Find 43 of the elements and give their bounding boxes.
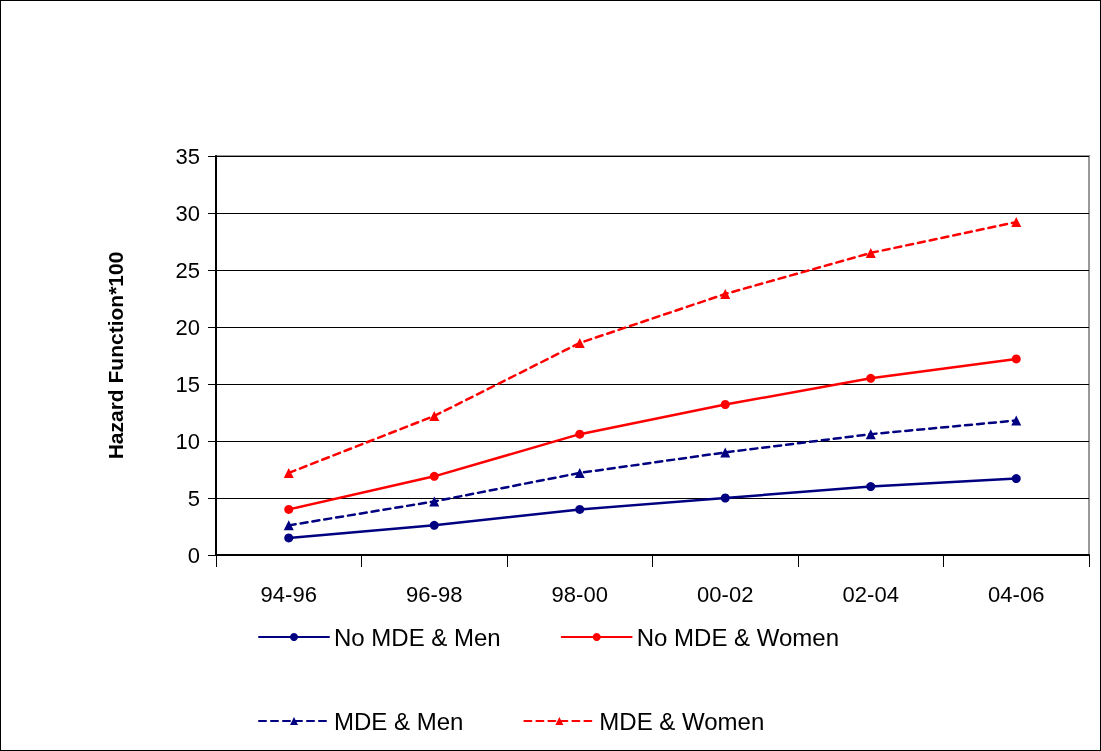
x-tick-label: 00-02 — [697, 581, 754, 607]
legend-label: No MDE & Women — [636, 623, 839, 651]
x-tick-label: 96-98 — [406, 581, 463, 607]
y-tick-label: 20 — [175, 314, 200, 340]
y-tick-label: 35 — [175, 143, 200, 169]
x-tick-label: 98-00 — [551, 581, 608, 607]
point — [575, 429, 585, 439]
y-tick-label: 25 — [175, 257, 200, 283]
y-tick-label: 5 — [187, 485, 200, 511]
point — [284, 504, 294, 514]
y-tick-label: 10 — [175, 428, 200, 454]
point — [720, 447, 731, 458]
point — [429, 520, 439, 530]
point — [720, 288, 731, 299]
x-tick-label: 02-04 — [842, 581, 899, 607]
legend-label: MDE & Women — [599, 707, 765, 735]
legend-label: No MDE & Men — [334, 623, 501, 651]
y-tick-label: 15 — [175, 371, 200, 397]
point — [1011, 415, 1022, 426]
point — [283, 467, 294, 478]
x-tick-label: 94-96 — [260, 581, 317, 607]
point — [283, 520, 294, 531]
point — [429, 471, 439, 481]
point — [1011, 354, 1021, 364]
point — [429, 496, 440, 507]
y-axis-title: Hazard Function*100 — [104, 251, 127, 460]
point — [284, 533, 294, 543]
point — [720, 493, 730, 503]
point — [720, 400, 730, 410]
point — [574, 467, 585, 478]
x-tick-label: 04-06 — [988, 581, 1045, 607]
y-tick-label: 30 — [175, 200, 200, 226]
point — [429, 410, 440, 421]
point — [866, 373, 876, 383]
point — [575, 504, 585, 514]
point — [1011, 474, 1021, 484]
point — [574, 337, 585, 348]
point — [865, 429, 876, 440]
point — [866, 482, 876, 492]
legend-label: MDE & Men — [334, 707, 464, 735]
point — [865, 247, 876, 258]
point — [1011, 217, 1022, 228]
y-tick-label: 0 — [187, 542, 200, 568]
